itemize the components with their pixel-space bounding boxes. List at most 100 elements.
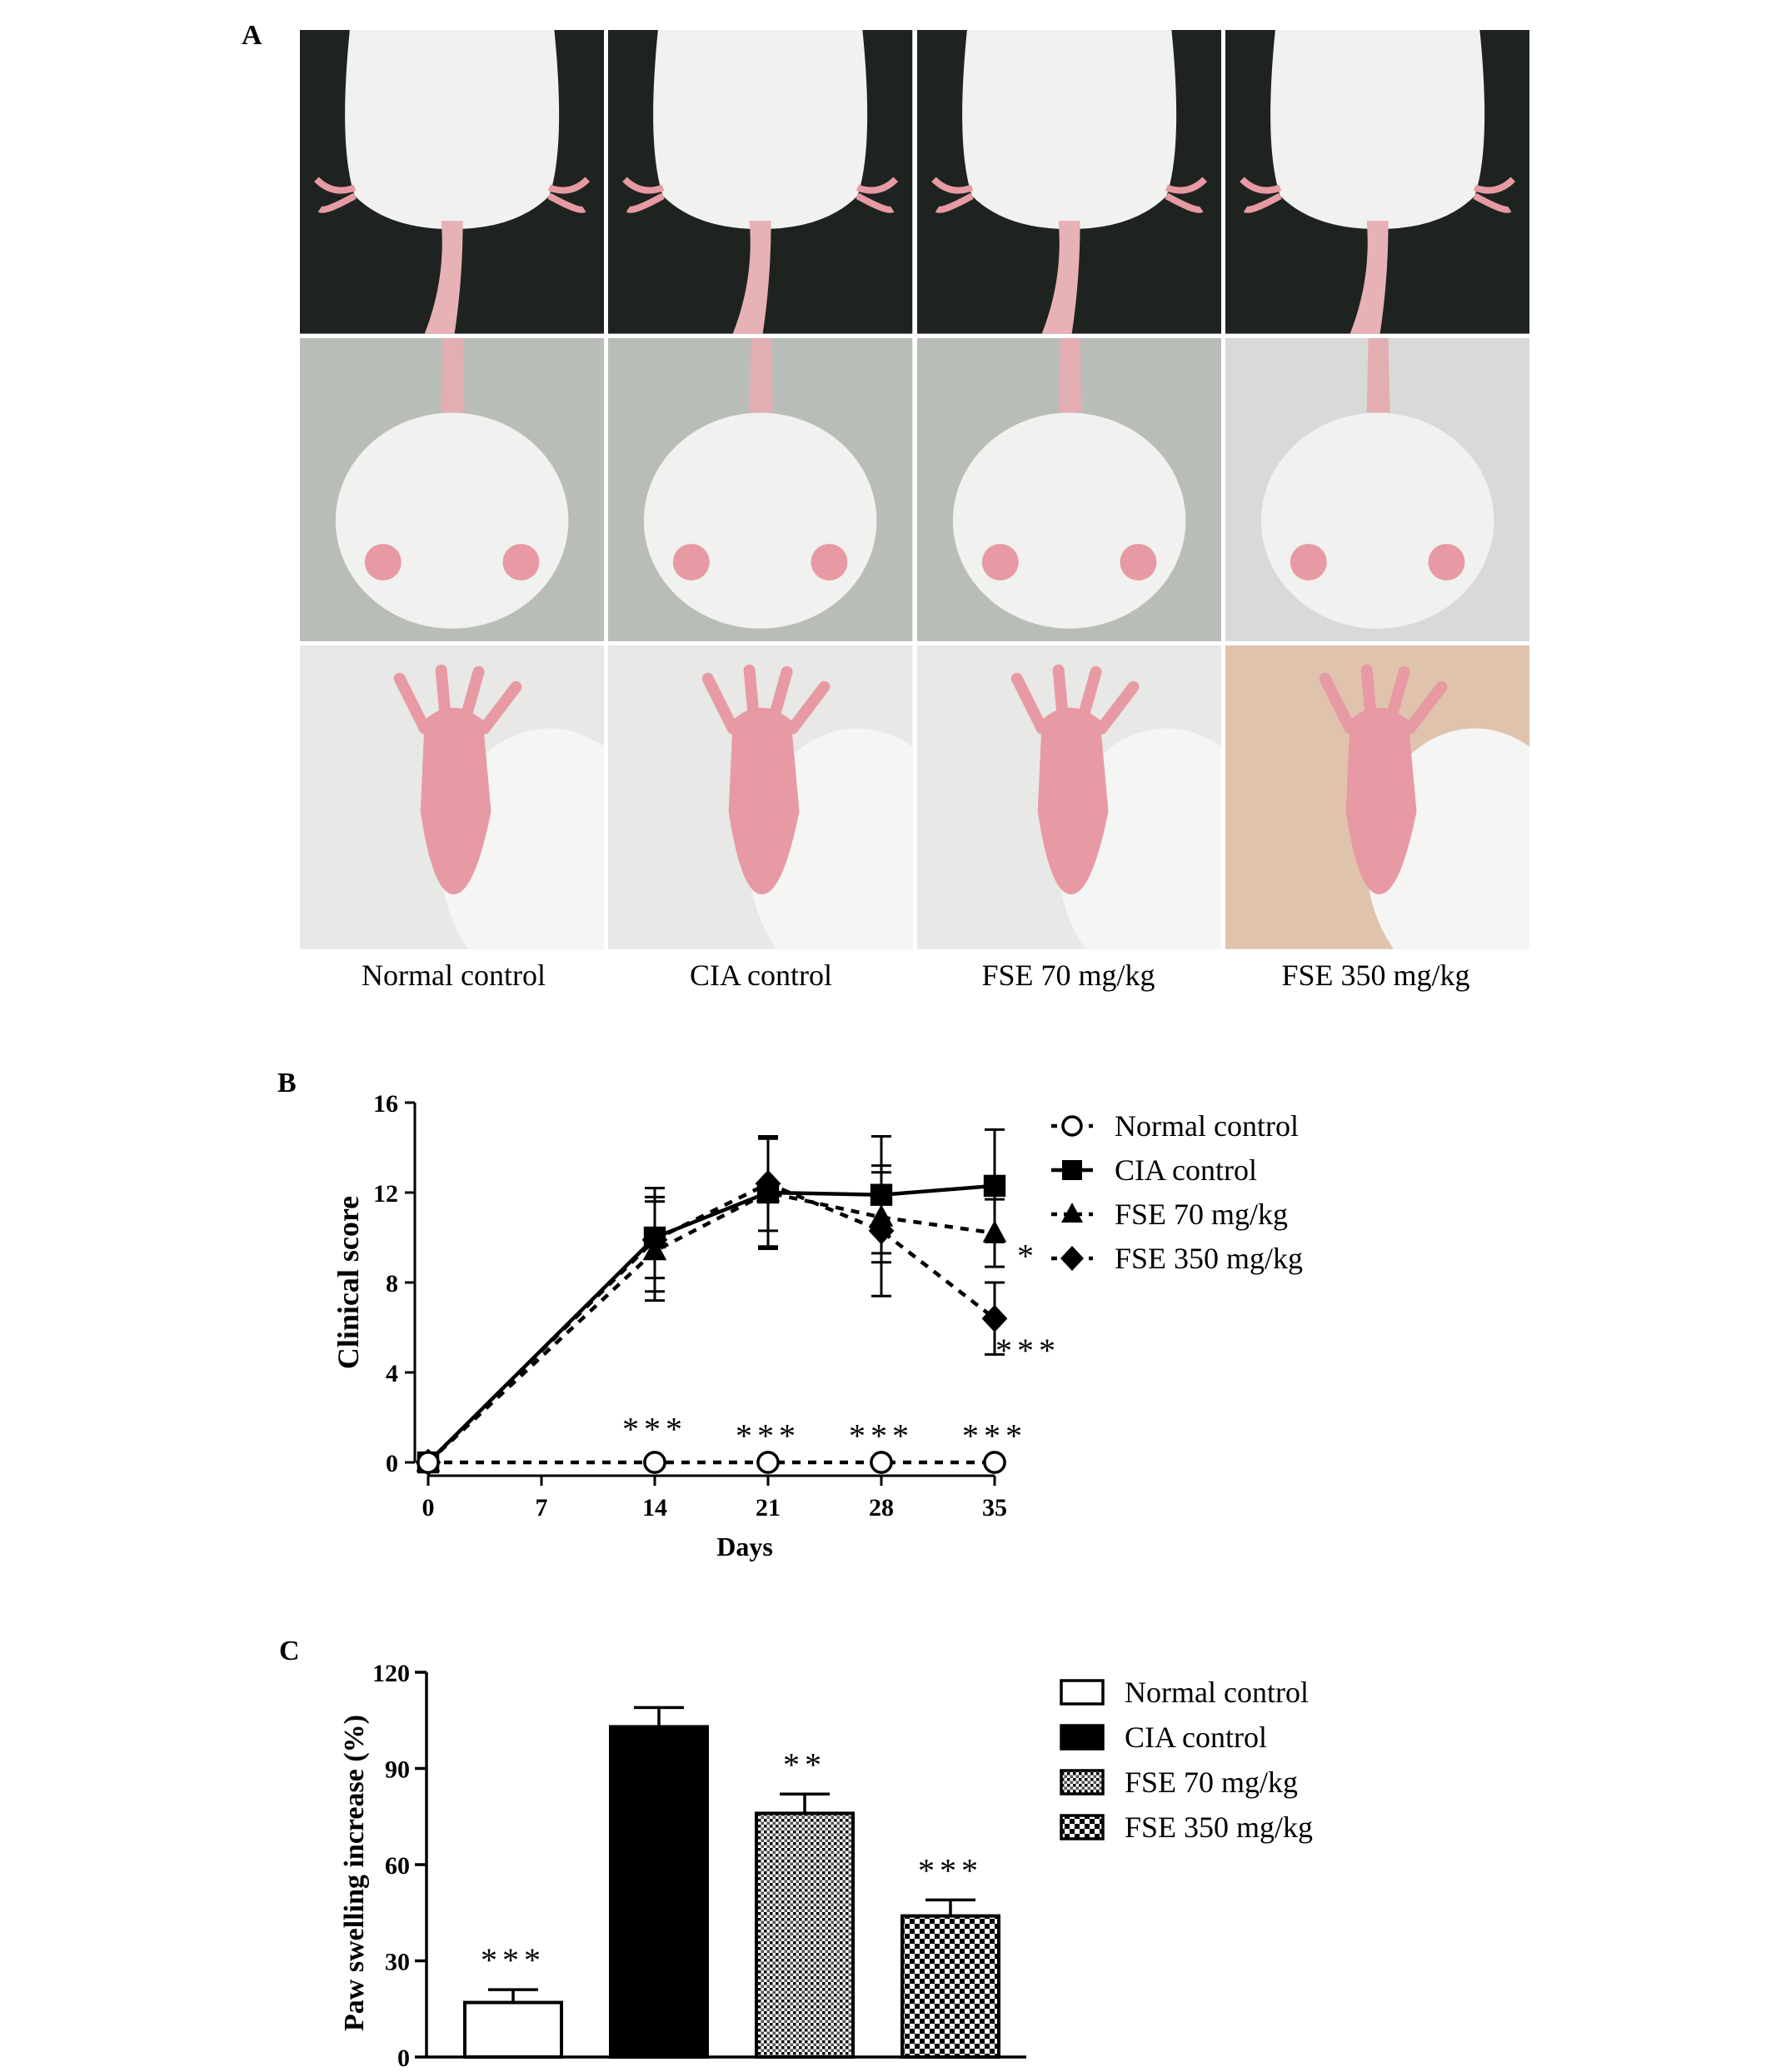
series-3 bbox=[415, 1135, 1008, 1477]
photo-dorsal-fse350-image bbox=[1225, 30, 1529, 334]
photo-ventral-cia bbox=[608, 337, 913, 642]
photo-ventral-fse350-image bbox=[1225, 337, 1529, 642]
legend-label: FSE 350 mg/kg bbox=[1125, 1811, 1313, 1844]
photo-paw-fse70-image bbox=[916, 645, 1221, 949]
photo-paw-cia bbox=[608, 645, 913, 949]
photo-paw-cia-image bbox=[608, 645, 913, 949]
x-tick-label: 7 bbox=[536, 1494, 548, 1522]
photo-paw-fse70 bbox=[916, 645, 1221, 949]
legend-marker bbox=[1062, 1160, 1082, 1180]
photo-ventral-fse70 bbox=[916, 337, 1221, 642]
photo-dorsal-normal bbox=[300, 30, 605, 334]
photo-ventral-fse70-image bbox=[916, 337, 1221, 642]
legend-swatch bbox=[1060, 1814, 1105, 1840]
y-tick-label: 60 bbox=[385, 1852, 410, 1880]
y-axis-label: Paw swelling increase (%) bbox=[339, 1715, 370, 2031]
significance-label: *** bbox=[481, 1941, 546, 1979]
bar bbox=[463, 2000, 563, 2060]
legend-label: FSE 350 mg/kg bbox=[1115, 1242, 1303, 1275]
y-tick-label: 90 bbox=[385, 1756, 410, 1784]
legend-marker bbox=[1061, 1115, 1083, 1137]
data-point bbox=[641, 1226, 668, 1254]
bar-group bbox=[609, 1706, 709, 2059]
bar bbox=[900, 1914, 1000, 2060]
significance-label: *** bbox=[918, 1851, 983, 1889]
panel-b-letter: B bbox=[277, 1068, 297, 1098]
series-line bbox=[427, 1190, 995, 1464]
x-tick-label: 28 bbox=[869, 1494, 894, 1522]
panel-a-letter: A bbox=[242, 20, 262, 51]
bar-group bbox=[900, 1898, 1000, 2060]
legend-label: FSE 70 mg/kg bbox=[1115, 1198, 1288, 1231]
data-point bbox=[756, 1451, 780, 1474]
y-tick-label: 16 bbox=[373, 1090, 398, 1118]
panel-c-letter: C bbox=[279, 1636, 300, 1666]
legend-marker bbox=[1061, 1203, 1083, 1223]
y-tick-label: 8 bbox=[386, 1270, 398, 1297]
y-axis-label: Clinical score bbox=[332, 1196, 365, 1369]
legend-marker bbox=[1060, 1246, 1084, 1271]
legend-label: FSE 70 mg/kg bbox=[1125, 1766, 1298, 1799]
photo-column-labels: Normal control CIA control FSE 70 mg/kg … bbox=[300, 958, 1529, 993]
bar-group bbox=[755, 1792, 855, 2059]
significance-label: ** bbox=[783, 1746, 826, 1783]
photo-grid bbox=[300, 30, 1529, 949]
significance-label: *** bbox=[995, 1332, 1060, 1369]
photo-dorsal-cia bbox=[608, 30, 913, 334]
legend-item bbox=[1051, 1203, 1093, 1223]
x-tick-label: 35 bbox=[982, 1494, 1007, 1522]
data-point bbox=[643, 1451, 666, 1474]
legend-item bbox=[1051, 1246, 1093, 1271]
photo-ventral-fse350 bbox=[1225, 337, 1529, 642]
significance-label: *** bbox=[849, 1417, 914, 1455]
legend-label: CIA control bbox=[1125, 1721, 1267, 1754]
column-label-fse70: FSE 70 mg/kg bbox=[981, 959, 1155, 992]
series-0 bbox=[417, 1451, 1006, 1474]
legend-swatch bbox=[1060, 1769, 1105, 1796]
photo-dorsal-fse350 bbox=[1225, 30, 1529, 334]
photo-paw-normal-image bbox=[300, 645, 605, 949]
x-tick-label: 14 bbox=[642, 1494, 667, 1522]
data-point bbox=[983, 1174, 1006, 1198]
photo-dorsal-fse70 bbox=[916, 30, 1221, 334]
photo-dorsal-fse70-image bbox=[916, 30, 1221, 334]
legend-label: CIA control bbox=[1115, 1153, 1257, 1187]
legend-item bbox=[1051, 1115, 1093, 1137]
bar bbox=[755, 1811, 855, 2059]
significance-label: * bbox=[1017, 1238, 1039, 1275]
photo-paw-fse350 bbox=[1225, 645, 1529, 949]
y-tick-label: 12 bbox=[373, 1180, 398, 1208]
data-point bbox=[982, 1220, 1007, 1243]
y-tick-label: 120 bbox=[372, 1660, 410, 1687]
data-point bbox=[870, 1451, 893, 1474]
legend-swatch bbox=[1060, 1724, 1105, 1751]
y-tick-label: 0 bbox=[386, 1450, 398, 1477]
legend-swatch bbox=[1060, 1679, 1105, 1706]
y-tick-label: 4 bbox=[386, 1360, 398, 1387]
data-point bbox=[983, 1451, 1006, 1474]
significance-label: *** bbox=[962, 1417, 1027, 1455]
legend-label: Normal control bbox=[1115, 1109, 1299, 1143]
significance-label: *** bbox=[622, 1411, 687, 1448]
photo-ventral-normal-image bbox=[300, 337, 605, 642]
data-point bbox=[417, 1451, 440, 1474]
column-label-cia: CIA control bbox=[690, 959, 832, 992]
legend-item bbox=[1051, 1160, 1093, 1180]
bar bbox=[609, 1725, 709, 2059]
data-point bbox=[868, 1217, 895, 1245]
y-tick-label: 0 bbox=[397, 2045, 410, 2072]
significance-label: *** bbox=[736, 1417, 801, 1455]
x-axis-label: Days bbox=[716, 1532, 773, 1561]
column-label-normal: Normal control bbox=[362, 959, 546, 992]
photo-dorsal-cia-image bbox=[608, 30, 913, 334]
photo-ventral-normal bbox=[300, 337, 605, 642]
photo-ventral-cia-image bbox=[608, 337, 913, 642]
x-tick-label: 21 bbox=[756, 1494, 781, 1522]
legend-label: Normal control bbox=[1125, 1676, 1309, 1709]
photo-paw-fse350-image bbox=[1225, 645, 1529, 949]
y-tick-label: 30 bbox=[385, 1949, 410, 1976]
column-label-fse350: FSE 350 mg/kg bbox=[1281, 959, 1470, 992]
x-tick-label: 0 bbox=[422, 1494, 435, 1522]
